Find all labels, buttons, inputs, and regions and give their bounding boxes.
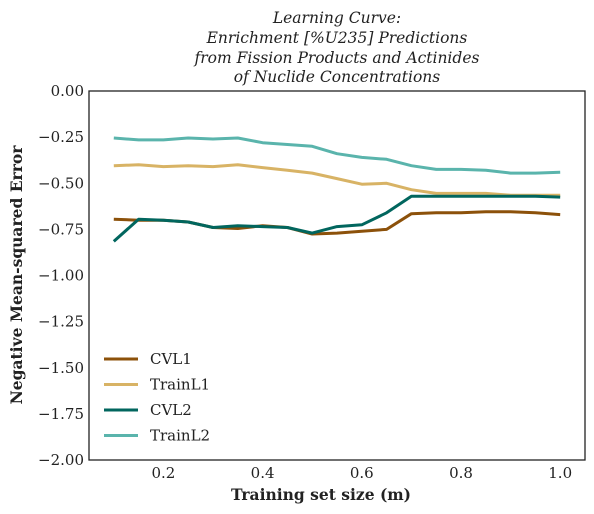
x-tick-label: 1.0 [548,464,572,482]
y-tick-label: −1.00 [38,267,84,285]
x-tick-label: 0.2 [151,464,175,482]
legend-label: TrainL2 [150,427,210,445]
legend-label: TrainL1 [150,376,210,394]
x-tick-label: 0.8 [449,464,473,482]
y-tick-label: −0.25 [38,128,84,146]
y-tick-label: −1.50 [38,359,84,377]
plot-area-frame [88,90,586,461]
chart-title-line: from Fission Products and Actinides [194,49,480,67]
legend-label: CVL2 [150,401,192,419]
y-tick-label: −2.00 [38,451,84,469]
x-tick-label: 0.6 [350,464,374,482]
y-tick-label: −1.75 [38,405,84,423]
series-line-trainl2 [113,136,561,175]
x-axis-label: Training set size (m) [231,485,411,504]
chart-title-line: Enrichment [%U235] Predictions [206,29,468,47]
legend-label: CVL1 [150,350,192,368]
series-line-cvl2 [112,194,561,243]
x-tick-label: 0.4 [251,464,275,482]
y-axis-ticks: 0.00 −0.25 −0.50 −0.75 −1.00 −1.25 −1.50 −1.75 −… [38,82,84,469]
x-axis-ticks: 0.2 0.4 0.6 0.8 1.0 [151,464,572,482]
y-tick-label: −0.50 [38,174,84,192]
chart-title-line: of Nuclide Concentrations [234,68,441,86]
series-layer [112,136,561,243]
y-tick-label: −0.75 [38,220,84,238]
legend: CVL1 TrainL1 CVL2 TrainL2 [104,350,210,445]
series-line-trainl1 [113,163,561,197]
chart-title: Learning Curve: Enrichment [%U235] Predi… [194,9,480,86]
chart-title-line: Learning Curve: [272,9,401,27]
y-tick-label: 0.00 [51,82,84,100]
y-axis-label: Negative Mean-squared Error [7,145,26,405]
y-tick-label: −1.25 [38,313,84,331]
